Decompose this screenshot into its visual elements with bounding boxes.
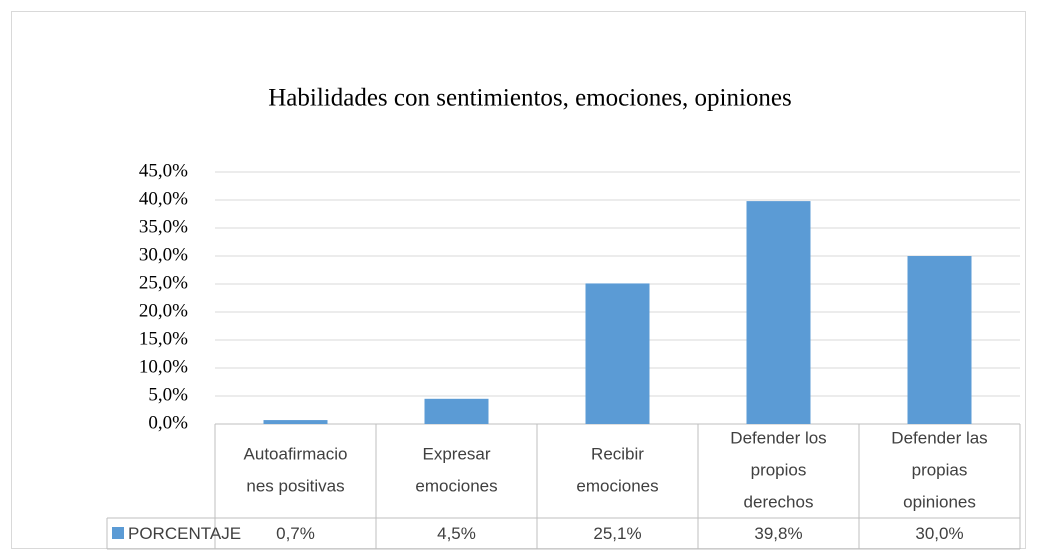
- x-tick-label: propios: [751, 460, 807, 479]
- x-tick-label: emociones: [415, 476, 497, 495]
- table-value: 25,1%: [593, 524, 641, 543]
- legend-label: PORCENTAJE: [128, 524, 241, 543]
- x-tick-label: Defender las: [891, 428, 987, 447]
- bar: [263, 420, 328, 424]
- bar: [585, 283, 650, 424]
- y-tick-label: 10,0%: [139, 356, 188, 377]
- table-value: 4,5%: [437, 524, 476, 543]
- y-tick-label: 0,0%: [148, 412, 188, 433]
- x-tick-label: Recibir: [591, 444, 644, 463]
- table-value: 0,7%: [276, 524, 315, 543]
- table-value: 39,8%: [754, 524, 802, 543]
- x-tick-label: emociones: [576, 476, 658, 495]
- chart-title: Habilidades con sentimientos, emociones,…: [268, 85, 792, 112]
- y-tick-label: 5,0%: [148, 384, 188, 405]
- x-tick-label: Expresar: [422, 444, 490, 463]
- bar: [746, 201, 811, 424]
- chart-border: [11, 11, 1026, 549]
- y-tick-label: 25,0%: [139, 272, 188, 293]
- table-value: 30,0%: [915, 524, 963, 543]
- y-tick-label: 30,0%: [139, 244, 188, 265]
- x-tick-label: Defender los: [730, 428, 826, 447]
- y-tick-label: 35,0%: [139, 216, 188, 237]
- bar: [907, 256, 972, 424]
- x-tick-label: nes positivas: [246, 476, 344, 495]
- x-tick-label: Autoafirmacio: [244, 444, 348, 463]
- bar: [424, 398, 489, 424]
- y-tick-label: 15,0%: [139, 328, 188, 349]
- legend-swatch: [112, 527, 124, 539]
- x-tick-label: propias: [912, 460, 968, 479]
- x-tick-label: derechos: [744, 492, 814, 511]
- y-tick-label: 20,0%: [139, 300, 188, 321]
- y-tick-label: 40,0%: [139, 188, 188, 209]
- y-tick-label: 45,0%: [139, 160, 188, 181]
- x-tick-label: opiniones: [903, 492, 976, 511]
